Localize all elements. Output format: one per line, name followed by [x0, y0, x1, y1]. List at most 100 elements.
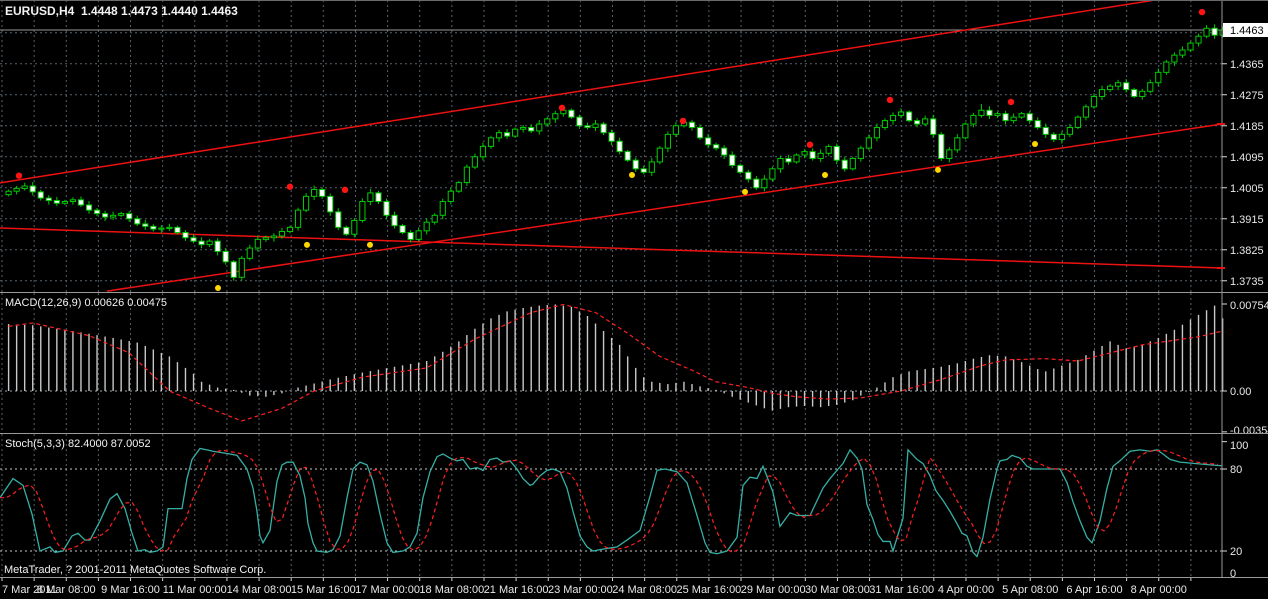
sell-signal-dot	[341, 186, 349, 194]
candle	[922, 118, 929, 125]
svg-text:9 Mar 16:00: 9 Mar 16:00	[101, 584, 160, 596]
svg-text:1.4365: 1.4365	[1230, 59, 1264, 71]
svg-text:4 Apr 00:00: 4 Apr 00:00	[938, 584, 994, 596]
candle	[294, 209, 302, 228]
svg-text:30 Mar 08:00: 30 Mar 08:00	[805, 584, 870, 596]
candle	[319, 188, 326, 197]
current-price-tag	[1223, 23, 1268, 37]
candle	[1163, 61, 1170, 73]
candle	[278, 230, 286, 237]
stoch-chart[interactable]: 100 80 20 0	[0, 434, 1268, 578]
candle	[745, 171, 752, 180]
svg-text:17 Mar 00:00: 17 Mar 00:00	[355, 584, 420, 596]
candle	[93, 209, 101, 215]
svg-text:5 Apr 08:00: 5 Apr 08:00	[1002, 584, 1058, 596]
candle	[5, 190, 12, 196]
sell-signal-dot	[286, 183, 294, 190]
candle	[897, 111, 905, 116]
candle	[640, 168, 647, 173]
candle	[21, 185, 28, 189]
candle	[455, 182, 462, 192]
candle	[391, 214, 398, 227]
candle	[270, 235, 278, 239]
candle	[696, 126, 704, 139]
candle	[13, 187, 20, 192]
candle	[439, 201, 446, 216]
candle	[584, 125, 591, 128]
macd-chart[interactable]: 0.00754 0.00 -0.00354	[0, 293, 1268, 434]
candle	[101, 213, 109, 218]
buy-signal-dot	[629, 172, 635, 179]
macd-axis[interactable]: 0.00754 0.00 -0.00354	[1221, 293, 1268, 434]
candle	[648, 161, 655, 173]
candle	[302, 195, 310, 211]
candle	[946, 149, 953, 159]
candle	[1171, 54, 1178, 63]
candle	[1066, 126, 1073, 135]
svg-text:8 Mar 08:00: 8 Mar 08:00	[37, 584, 96, 596]
candle	[37, 191, 44, 199]
buy-signal-dot	[215, 284, 221, 291]
candle	[1139, 90, 1146, 97]
candle	[608, 132, 615, 142]
price-axis[interactable]: 1.4365 1.4275 1.4185 1.4095 1.4005 1.3915 1.38…	[1217, 0, 1268, 293]
macd-indicator-label: MACD(12,26,9) 0.00626 0.00475	[5, 297, 168, 309]
stoch-axis[interactable]: 100 80 20 0	[1221, 434, 1248, 578]
candle	[1203, 27, 1210, 37]
candle	[873, 126, 881, 139]
candle	[512, 128, 519, 137]
candle	[311, 188, 318, 197]
candle	[849, 157, 856, 170]
sell-signal-dot	[806, 141, 814, 148]
candle	[616, 140, 623, 153]
svg-text:14 Mar 08:00: 14 Mar 08:00	[227, 584, 292, 596]
candlestick-chart[interactable]: 1.4365 1.4275 1.4185 1.4095 1.4005 1.3915 1.38…	[0, 0, 1268, 293]
stoch-level-lines	[0, 468, 1222, 552]
candle	[85, 204, 93, 211]
svg-text:0: 0	[1230, 568, 1236, 578]
candle	[1058, 133, 1065, 141]
candle	[286, 226, 294, 232]
buy-signal-dot	[742, 188, 748, 195]
buy-signal-dot	[822, 172, 828, 179]
candle	[29, 185, 36, 193]
svg-text:1.4275: 1.4275	[1230, 90, 1264, 102]
svg-text:18 Mar 08:00: 18 Mar 08:00	[419, 584, 484, 596]
candle	[262, 237, 269, 240]
candle	[407, 232, 414, 240]
candle	[1074, 116, 1082, 128]
candle	[222, 250, 229, 263]
candle	[970, 114, 977, 125]
candle	[1050, 133, 1057, 141]
svg-text:1.4005: 1.4005	[1230, 183, 1264, 195]
candle	[672, 125, 680, 135]
candle	[238, 257, 245, 278]
candle	[431, 214, 438, 223]
candle	[576, 116, 583, 127]
candles	[5, 24, 1226, 281]
candle	[881, 120, 889, 128]
buy-signal-dots	[215, 141, 1038, 291]
svg-text:6 Apr 16:00: 6 Apr 16:00	[1066, 584, 1122, 596]
candle	[1195, 35, 1202, 44]
candle	[1034, 120, 1041, 128]
candle	[729, 154, 736, 166]
candle	[503, 132, 511, 137]
candle	[528, 126, 535, 132]
candle	[254, 238, 261, 249]
candle	[753, 178, 760, 189]
candle	[688, 121, 696, 128]
candle	[126, 213, 133, 220]
candle	[994, 113, 1001, 116]
candle	[1002, 113, 1009, 122]
svg-text:25 Mar 16:00: 25 Mar 16:00	[676, 584, 741, 596]
candle	[1010, 116, 1017, 122]
candle	[158, 227, 165, 230]
candle	[166, 226, 173, 230]
candle	[351, 219, 358, 235]
candle	[1179, 49, 1186, 56]
candle	[954, 137, 961, 151]
sell-signal-dot	[1198, 8, 1206, 16]
